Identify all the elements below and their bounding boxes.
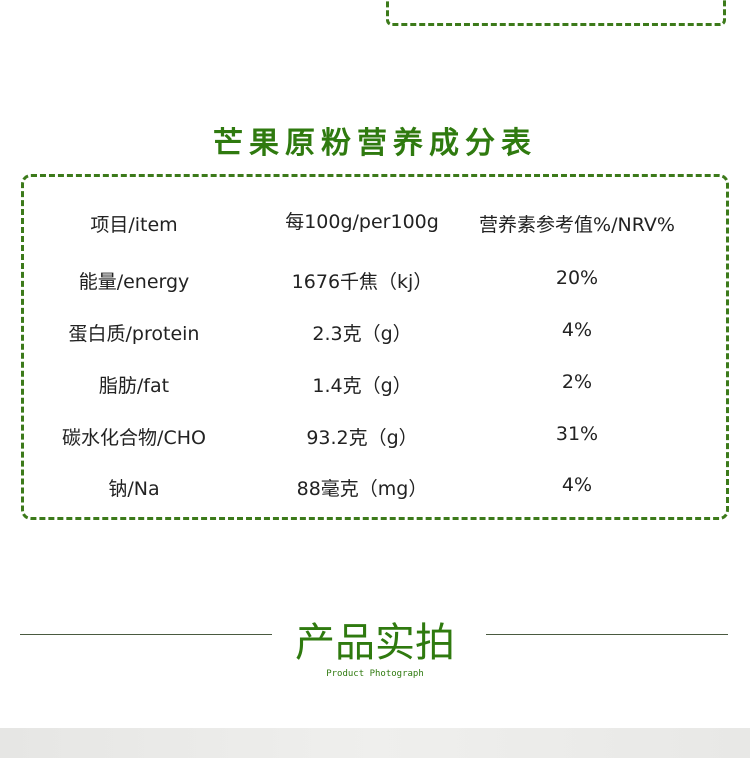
- section-title: 产品实拍: [295, 620, 455, 666]
- amount-value: 93.2克（g）: [306, 427, 418, 449]
- nrv-value: 20%: [555, 267, 599, 289]
- nutrient-name: 能量/energy: [78, 271, 190, 293]
- header-per100g: 每100g/per100g: [285, 211, 439, 233]
- nutrition-table-box: [21, 174, 729, 520]
- header-nrv: 营养素参考值%/NRV%: [479, 214, 675, 236]
- nutrient-name: 脂肪/fat: [98, 375, 170, 397]
- previous-section-box: [386, 0, 726, 26]
- amount-value: 1.4克（g）: [312, 375, 412, 397]
- divider-right: [486, 634, 728, 635]
- divider-left: [20, 634, 272, 635]
- nrv-value: 4%: [561, 474, 593, 496]
- amount-value: 1676千焦（kj）: [291, 271, 433, 293]
- table-header: 项目/item 每100g/per100g 营养素参考值%/NRV%: [0, 210, 750, 240]
- nutrient-name: 碳水化合物/CHO: [62, 427, 206, 449]
- header-item: 项目/item: [90, 214, 178, 236]
- nrv-value: 2%: [561, 371, 593, 393]
- table-row: 脂肪/fat 1.4克（g） 2%: [0, 371, 750, 401]
- table-row: 碳水化合物/CHO 93.2克（g） 31%: [0, 423, 750, 453]
- product-photo: [0, 728, 750, 758]
- amount-value: 88毫克（mg）: [296, 478, 428, 500]
- nutrient-name: 蛋白质/protein: [68, 323, 200, 345]
- nrv-value: 31%: [555, 423, 599, 445]
- table-row: 钠/Na 88毫克（mg） 4%: [0, 474, 750, 504]
- nutrient-name: 钠/Na: [108, 478, 160, 500]
- table-row: 蛋白质/protein 2.3克（g） 4%: [0, 319, 750, 349]
- section-subtitle: Product Photograph: [326, 669, 424, 679]
- amount-value: 2.3克（g）: [312, 323, 412, 345]
- nutrition-title: 芒果原粉营养成分表: [213, 126, 537, 161]
- table-row: 能量/energy 1676千焦（kj） 20%: [0, 267, 750, 297]
- nrv-value: 4%: [561, 319, 593, 341]
